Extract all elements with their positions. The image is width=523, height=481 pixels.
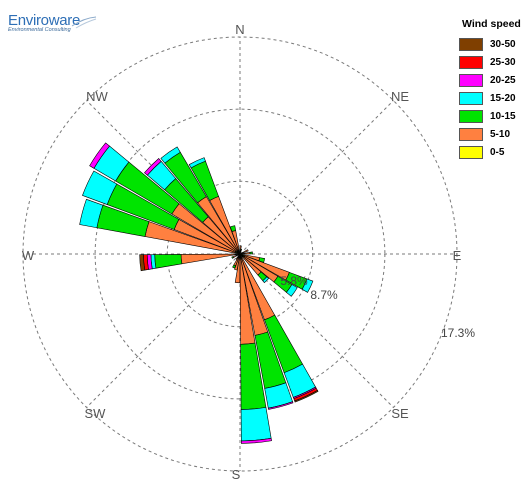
sector-125-bin-3 <box>285 284 298 297</box>
legend-item-15-20: 15-20 <box>459 89 521 107</box>
sector-85-bin-2 <box>249 251 253 255</box>
compass-label-sw: SW <box>85 406 107 421</box>
legend-swatch <box>459 91 483 105</box>
compass-label-nw: NW <box>86 89 108 104</box>
chart-labels: N NE E SE S SW W NW 5.8%8.7% 17.3% <box>22 22 475 481</box>
sector-155-bin-6 <box>294 389 319 403</box>
sector-305-bin-4 <box>89 142 110 169</box>
sector-65-bin-1 <box>241 249 249 254</box>
sector-205-bin-2 <box>232 264 237 269</box>
legend-label: 5-10 <box>490 128 511 140</box>
compass-label-w: W <box>22 248 35 263</box>
sector-175-bin-4 <box>241 437 272 444</box>
sector-265-bin-1 <box>180 253 237 265</box>
ring-label-2: 8.7% <box>310 288 338 302</box>
grid-spoke-1 <box>239 100 394 255</box>
legend-rows: 30-50 25-30 20-25 15-20 10-15 5-10 0-5 <box>459 35 521 161</box>
compass-label-se: SE <box>391 406 409 421</box>
sector-215-bin-1 <box>235 254 240 260</box>
grid-spoke-5 <box>86 253 241 408</box>
legend-label: 10-15 <box>490 110 516 122</box>
logo-swoosh-icon <box>71 16 97 29</box>
sector-325-bin-3 <box>160 146 181 164</box>
sector-185-bin-1 <box>234 257 241 284</box>
legend-swatch <box>459 37 483 51</box>
compass-label-s: S <box>232 467 241 481</box>
legend-label: 25-30 <box>490 56 516 68</box>
legend: Wind speed 30-50 25-30 20-25 15-20 10-15 5-10… <box>459 18 521 161</box>
compass-label-ne: NE <box>391 89 409 104</box>
legend-label: 20-25 <box>490 74 516 86</box>
sector-15-bin-2 <box>240 248 243 251</box>
sector-285-bin-3 <box>79 198 104 229</box>
sector-335-bin-3 <box>188 157 206 169</box>
sector-265-bin-2 <box>154 254 183 269</box>
legend-item-5-10: 5-10 <box>459 125 521 143</box>
compass-label-e: E <box>453 248 462 263</box>
sector-165-bin-4 <box>267 401 294 410</box>
legend-item-30-50: 30-50 <box>459 35 521 53</box>
legend-swatch <box>459 145 483 159</box>
sector-195-bin-1 <box>234 255 240 271</box>
sector-295-bin-3 <box>82 170 118 205</box>
legend-swatch <box>459 109 483 123</box>
enviroware-logo: Enviroware Environmental Consulting <box>8 12 97 33</box>
ring-label-3: 17.3% <box>441 326 475 340</box>
legend-title: Wind speed <box>462 18 521 30</box>
legend-item-10-15: 10-15 <box>459 107 521 125</box>
legend-swatch <box>459 55 483 69</box>
sector-175-bin-3 <box>240 407 272 442</box>
sector-245-bin-2 <box>231 256 234 259</box>
sector-265-bin-6 <box>139 254 146 272</box>
legend-label: 30-50 <box>490 38 516 50</box>
legend-label: 0-5 <box>490 146 505 158</box>
logo-name: Enviroware <box>8 12 81 29</box>
logo-tagline: Environmental Consulting <box>8 27 71 33</box>
sector-115-bin-3 <box>301 278 314 293</box>
sector-345-bin-2 <box>229 225 237 232</box>
sector-105-bin-2 <box>258 257 266 263</box>
legend-swatch <box>459 73 483 87</box>
compass-label-n: N <box>235 22 244 37</box>
sector-135-bin-3 <box>262 276 270 284</box>
legend-swatch <box>459 127 483 141</box>
legend-item-20-25: 20-25 <box>459 71 521 89</box>
ring-label-1: 5.8% <box>280 274 308 288</box>
legend-item-0-5: 0-5 <box>459 143 521 161</box>
sector-315-bin-4 <box>144 158 162 176</box>
legend-label: 15-20 <box>490 92 516 104</box>
legend-item-25-30: 25-30 <box>459 53 521 71</box>
wind-sectors <box>79 142 319 444</box>
